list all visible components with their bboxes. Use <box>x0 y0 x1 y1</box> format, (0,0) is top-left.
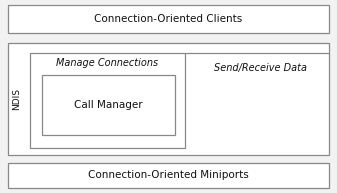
Bar <box>42 75 175 135</box>
Text: Connection-Oriented Clients: Connection-Oriented Clients <box>94 14 242 24</box>
Text: Send/Receive Data: Send/Receive Data <box>214 63 306 73</box>
Text: NDIS: NDIS <box>12 88 22 110</box>
Bar <box>8 5 329 33</box>
Bar <box>8 43 329 155</box>
Text: Connection-Oriented Miniports: Connection-Oriented Miniports <box>88 170 248 180</box>
Text: Manage Connections: Manage Connections <box>56 58 159 68</box>
Text: Call Manager: Call Manager <box>74 100 143 110</box>
Bar <box>8 163 329 188</box>
Bar <box>30 53 185 148</box>
